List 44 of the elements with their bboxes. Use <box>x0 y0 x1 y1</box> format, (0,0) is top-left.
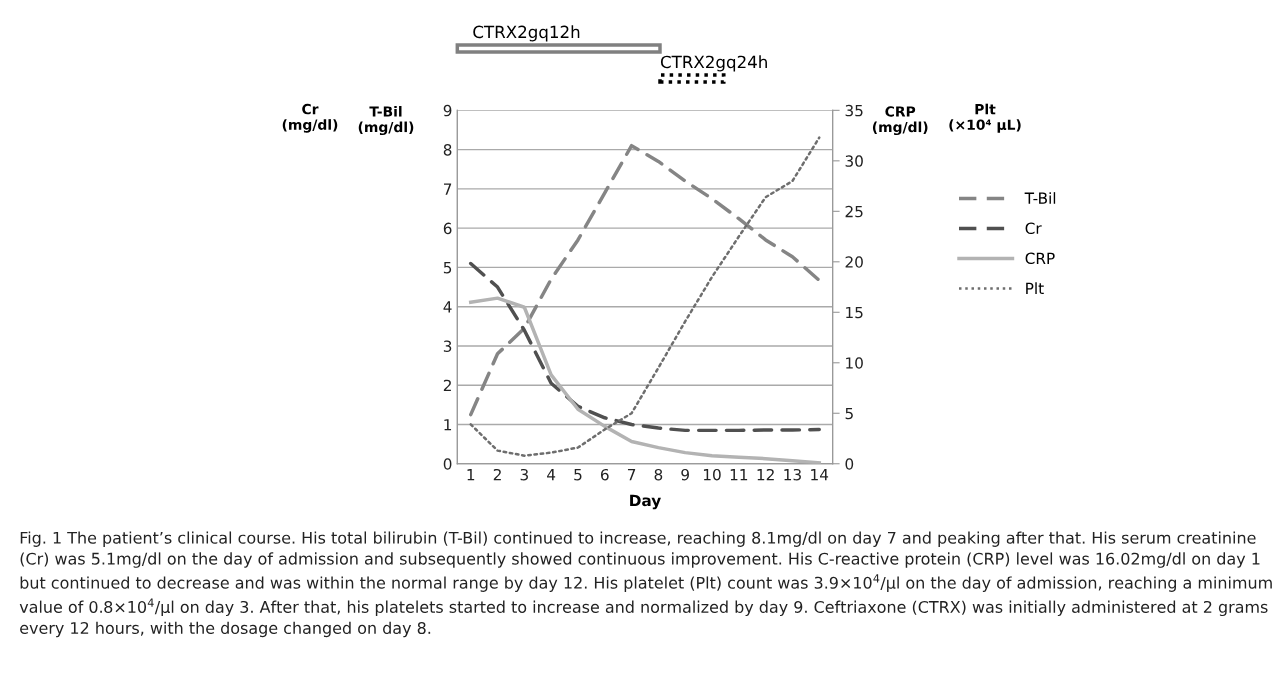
y2-tick-label: 0 <box>845 458 854 470</box>
y2-tick-label: 20 <box>845 256 863 268</box>
y-tick-label: 1 <box>444 419 452 431</box>
y2-tick-label: 35 <box>845 104 863 117</box>
legend-label: Plt <box>1026 282 1044 294</box>
y-tick-label: 6 <box>443 222 452 235</box>
x-tick-label: 13 <box>784 468 801 481</box>
y2-tick-label: 30 <box>845 155 863 167</box>
y-tick-label: 8 <box>443 144 452 156</box>
text: CTRX2gq24h <box>660 55 767 72</box>
x-tick-label: 6 <box>600 468 609 481</box>
y-axis-title: T-Bil (mg/dl) <box>358 105 414 136</box>
x-tick-label: 1 <box>467 469 475 481</box>
x-tick-label: 4 <box>547 469 556 481</box>
text: Cr (mg/dl) <box>282 103 338 133</box>
y2-tick-label: 10 <box>846 357 863 369</box>
y2-axis-title: CRP (mg/dl) <box>872 106 928 136</box>
y-tick-label: 3 <box>443 340 452 352</box>
x-tick-label: 3 <box>520 468 528 481</box>
y-tick-label: 2 <box>443 379 451 392</box>
y-tick-label: 7 <box>443 183 452 195</box>
y-tick-label: 0 <box>443 458 452 470</box>
y-tick-label: 9 <box>443 104 452 117</box>
x-tick-label: 7 <box>627 469 636 481</box>
x-tick-label: 5 <box>574 469 582 481</box>
legend-label: CRP <box>1025 252 1055 265</box>
y2-tick-label: 5 <box>845 407 853 420</box>
text: Fig. 1 The patient’s clinical course. His total bilirubin (T-Bil) continued to increase, reaching 8.1mg/dl on day 7 and peaking after that. His serum creatinine (Cr) was 5.1mg/dl on the day of admission and subsequently showed continuous improvement. His C-reactive protein (CRP) level was 16.02mg/dl on day 1 but continued to decrease and was within the normal range by day 12. His platelet (Plt) count was 3.9×10$^{4}$/μl on the day of admission, reaching a minimum value of 0.8×10$^{4}$/μl on day 3. After that, his platelets started to increase and normalized by day 9. Ceftriaxone (CTRX) was initially administered at 2 grams every 12 hours, with the dosage changed on day 8. <box>19 531 1272 638</box>
x-tick-label: 9 <box>681 468 689 481</box>
legend-label: Cr <box>1025 222 1042 235</box>
x-tick-label: 14 <box>811 469 829 481</box>
x-tick-label: 8 <box>654 468 663 481</box>
y-tick-label: 4 <box>443 301 452 313</box>
x-tick-label: 11 <box>730 469 748 481</box>
x-tick-label: 2 <box>493 468 501 481</box>
x-axis-title: Day <box>630 494 661 510</box>
y2-tick-label: 15 <box>846 306 863 319</box>
x-tick-label: 10 <box>703 468 721 481</box>
legend-label: T-Bil <box>1024 192 1056 204</box>
text: CTRX2gq12h <box>473 25 580 42</box>
y2-tick-label: 25 <box>845 205 863 218</box>
y-tick-label: 5 <box>443 262 452 274</box>
x-tick-label: 12 <box>757 468 774 481</box>
text: Plt (×10⁴ μL) <box>949 103 1021 133</box>
